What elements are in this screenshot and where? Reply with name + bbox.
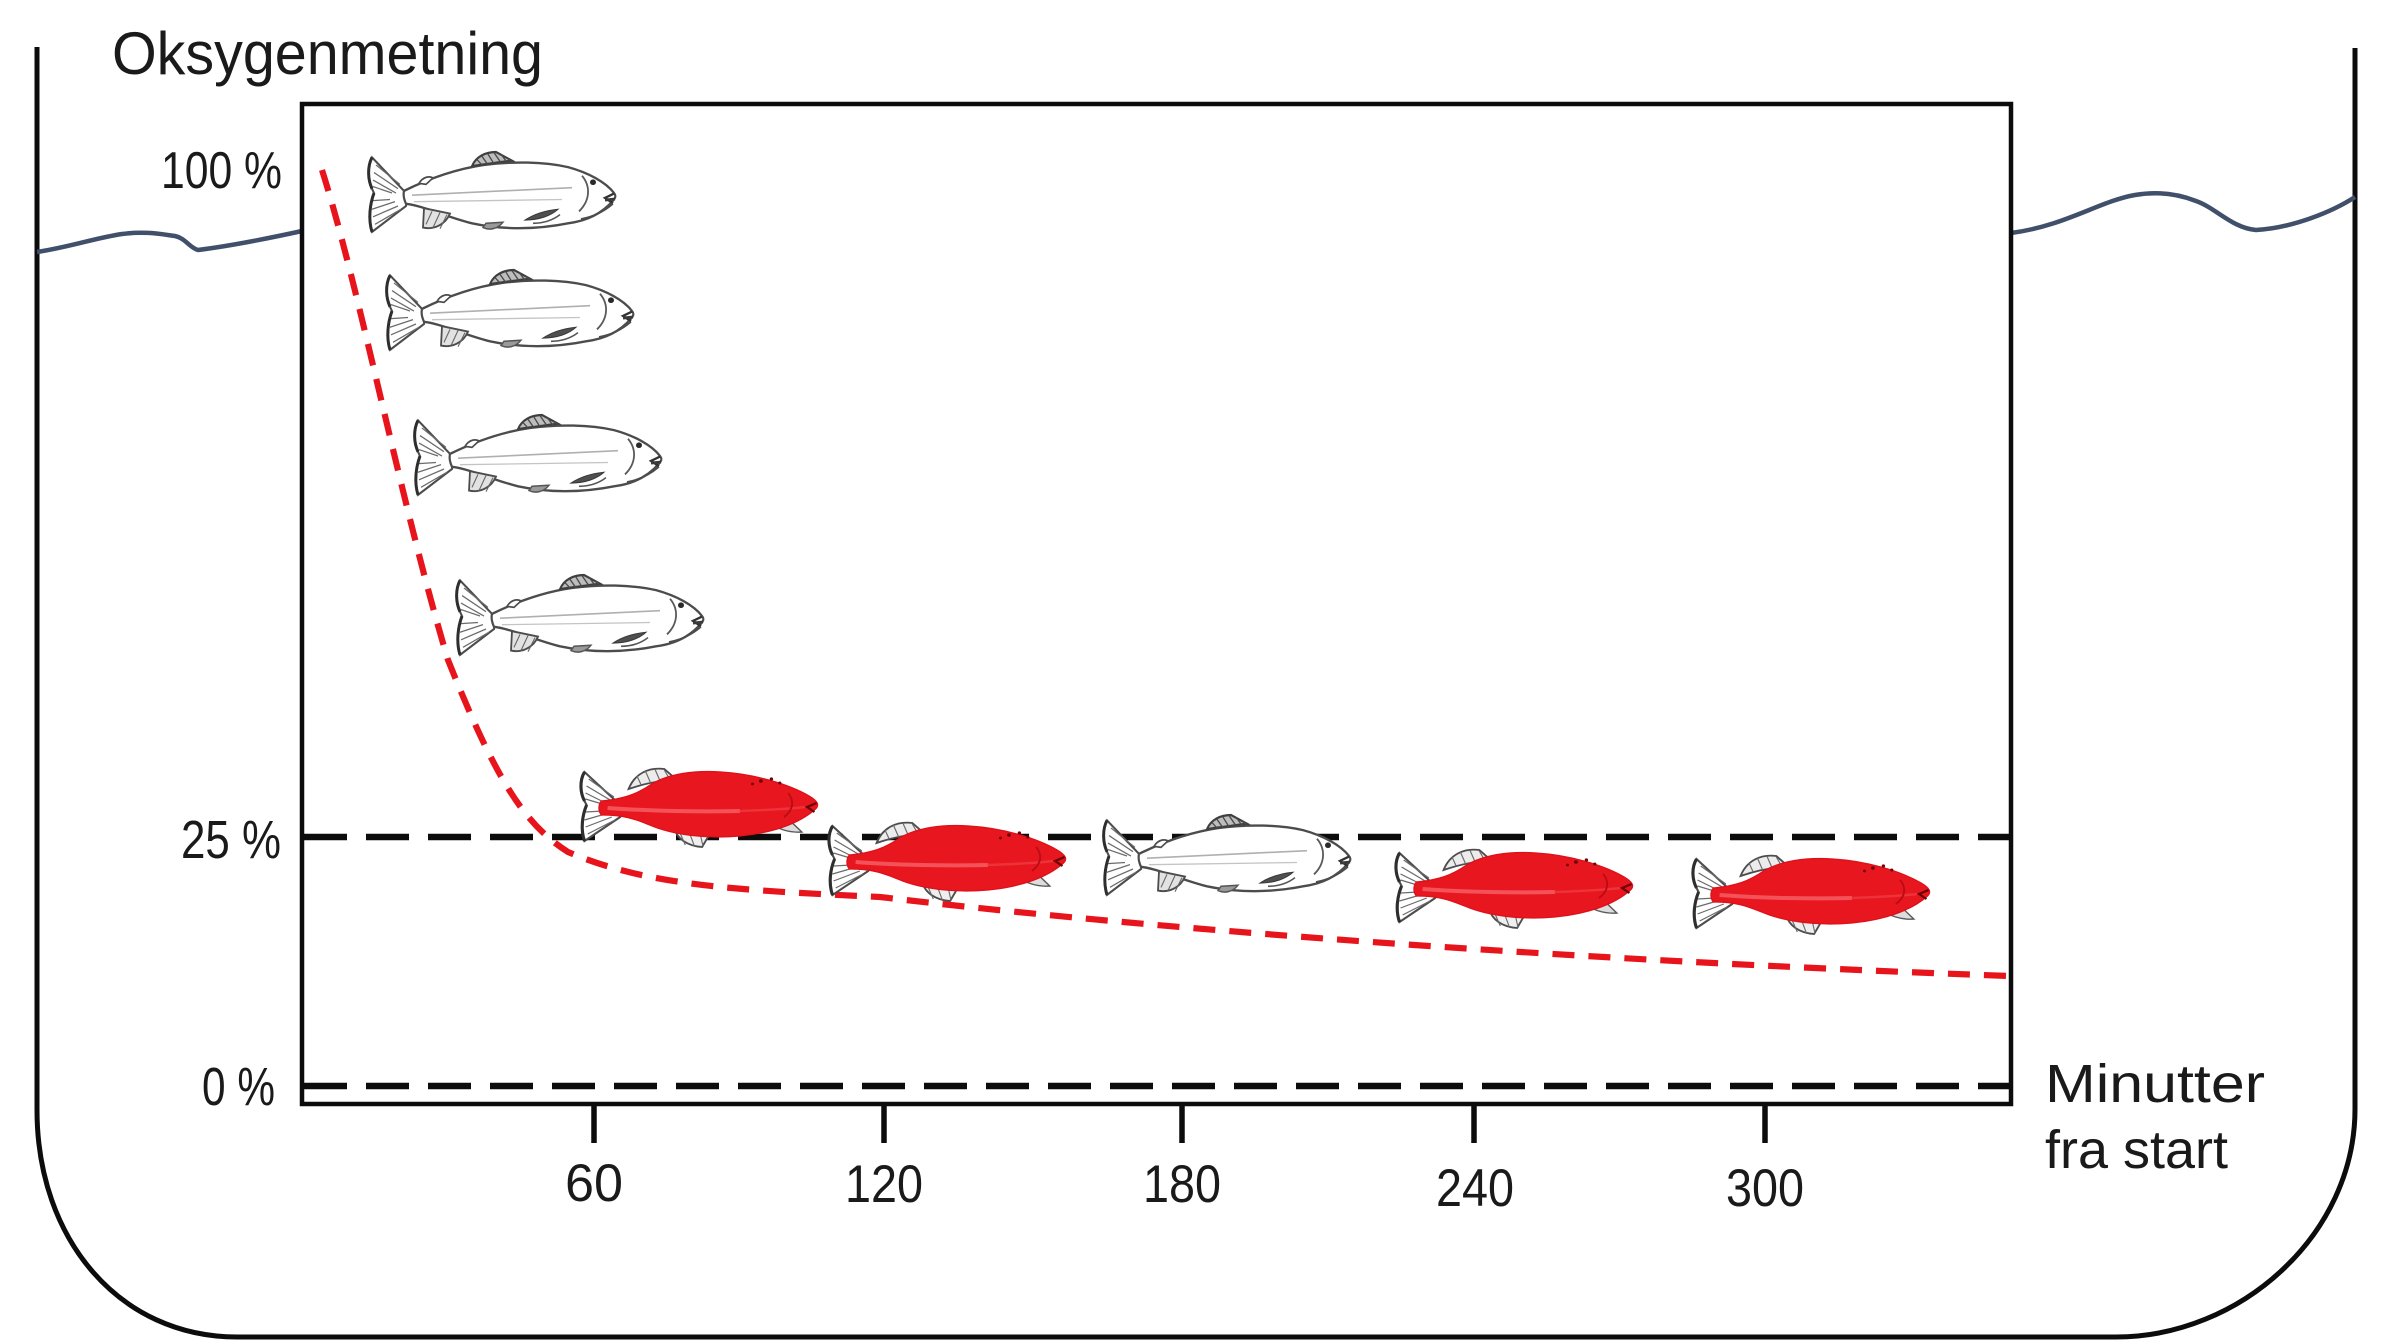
- svg-text:100 %: 100 %: [161, 142, 282, 200]
- svg-text:fra start: fra start: [2045, 1120, 2228, 1180]
- svg-text:Minutter: Minutter: [2045, 1054, 2265, 1114]
- svg-text:240: 240: [1436, 1159, 1514, 1218]
- svg-text:0 %: 0 %: [202, 1057, 275, 1117]
- svg-text:60: 60: [565, 1154, 623, 1213]
- svg-text:300: 300: [1726, 1159, 1804, 1218]
- svg-text:Oksygenmetning: Oksygenmetning: [112, 20, 543, 87]
- svg-text:120: 120: [845, 1155, 923, 1214]
- svg-text:180: 180: [1143, 1155, 1221, 1214]
- svg-text:25 %: 25 %: [181, 810, 281, 870]
